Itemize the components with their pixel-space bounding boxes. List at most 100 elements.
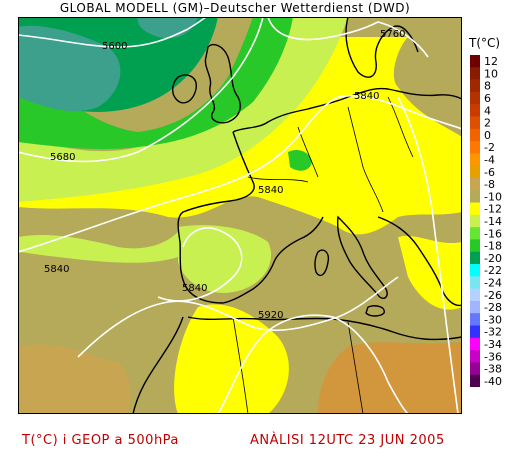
temperature-geopotential-map: 5600 5680 5760 5840 5840 5840 5840 5920 — [18, 17, 462, 414]
legend-tick-label: 4 — [484, 104, 491, 117]
legend-tick-label: -24 — [484, 276, 502, 289]
legend-swatches — [470, 55, 480, 387]
legend-tick-label: -20 — [484, 252, 502, 265]
border-morocco-algeria — [232, 316, 249, 414]
light-green-temperature-field — [18, 17, 348, 202]
coastline-great-britain — [204, 44, 241, 124]
legend-swatch — [470, 153, 480, 166]
contour-label: 5840 — [182, 283, 207, 294]
legend-tick-label: -32 — [484, 326, 502, 339]
legend-swatch — [470, 55, 480, 68]
legend-tick-label: -4 — [484, 154, 495, 167]
contour-label: 5760 — [380, 29, 405, 40]
legend-swatch — [470, 350, 480, 363]
legend-swatch — [470, 165, 480, 179]
yellow-temperature-field-south — [174, 304, 289, 414]
legend-tick-label: 6 — [484, 92, 491, 105]
legend-swatch — [470, 67, 480, 80]
legend-swatch — [470, 177, 480, 191]
legend-tick-label: -36 — [484, 350, 502, 363]
contour-line-5600 — [18, 17, 207, 48]
legend-tick-label: -30 — [484, 313, 502, 326]
contour-line-5920 — [217, 314, 409, 414]
legend-tick-label: -2 — [484, 141, 495, 154]
map-frame — [18, 17, 462, 414]
legend-swatch — [470, 141, 480, 154]
legend-swatch — [470, 239, 480, 253]
border-algeria-tunisia — [347, 321, 364, 414]
teal-cold-core — [18, 25, 121, 112]
coastline-italy — [336, 215, 388, 299]
contour-line-5840-iberia — [157, 227, 243, 302]
legend-swatch — [470, 128, 480, 142]
legend-swatch — [470, 300, 480, 314]
legend-tick-label: -34 — [484, 338, 502, 351]
legend-swatch — [470, 313, 480, 326]
legend-tick-label: -40 — [484, 375, 502, 387]
legend-swatch — [470, 251, 480, 265]
yellow-temperature-field-east — [398, 235, 462, 310]
coastline-iberia — [177, 131, 324, 304]
green-temperature-field-france — [288, 150, 312, 171]
legend-swatch — [470, 214, 480, 228]
border-france-spain — [247, 176, 309, 183]
legend-tick-labels: 121086420-2-4-6-8-10-12-14-16-18-20-22-2… — [484, 55, 502, 387]
legend-swatch — [470, 374, 480, 387]
contour-label: 5600 — [102, 41, 127, 52]
light-green-temperature-field-iberia — [178, 225, 272, 293]
map-title: GLOBAL MODELL (GM)–Deutscher Wetterdiens… — [59, 1, 411, 15]
legend-tick-label: -18 — [484, 240, 502, 253]
legend-tick-label: 0 — [484, 129, 491, 142]
legend-tick-label: -12 — [484, 203, 502, 216]
contour-line-5840-north — [18, 94, 462, 253]
legend-swatch — [470, 227, 480, 240]
geopotential-contours — [18, 17, 462, 414]
coastline-morocco — [132, 316, 184, 414]
coastline-sicily — [365, 305, 385, 317]
contour-label: 5920 — [258, 310, 283, 321]
border-central-europe — [347, 106, 384, 213]
legend-swatch — [470, 276, 480, 289]
legend-tick-label: -10 — [484, 190, 502, 203]
teal-cold-pool-north — [137, 17, 198, 39]
variable-caption: T(°C) i GEOP a 500hPa — [22, 433, 179, 448]
contour-line-5840-south — [77, 276, 399, 358]
legend-tick-label: -38 — [484, 363, 502, 376]
legend-swatch — [470, 325, 480, 339]
legend-tick-label: 12 — [484, 55, 498, 68]
country-borders — [232, 96, 414, 414]
contour-line-5680 — [18, 17, 264, 163]
legend-tick-label: -16 — [484, 227, 502, 240]
legend-swatch — [470, 202, 480, 216]
legend-swatch — [470, 337, 480, 351]
coastline-corsica-sardinia — [314, 249, 330, 277]
legend-swatch — [470, 91, 480, 105]
coastline-ireland — [171, 74, 197, 104]
border-eastern-europe — [387, 96, 414, 158]
legend-swatch — [470, 104, 480, 117]
legend-tick-label: -6 — [484, 166, 495, 179]
border-france-germany — [297, 126, 319, 178]
contour-label: 5840 — [258, 185, 283, 196]
legend-swatch — [470, 116, 480, 130]
legend-tick-label: -14 — [484, 215, 502, 228]
coastline-scandinavia — [345, 17, 419, 78]
legend-tick-label: 10 — [484, 67, 498, 80]
contour-label: 5840 — [354, 91, 379, 102]
contour-line-5760 — [267, 17, 429, 58]
contour-label: 5680 — [50, 152, 75, 163]
legend-tick-label: -22 — [484, 264, 502, 277]
legend-title: T(°C) — [469, 36, 501, 50]
coastline-northern-europe — [232, 87, 462, 133]
contour-label: 5840 — [44, 264, 69, 275]
legend-swatch — [470, 264, 480, 277]
legend-tick-label: -28 — [484, 301, 502, 314]
analysis-time-caption: ANÀLISI 12UTC 23 JUN 2005 — [250, 433, 445, 448]
contour-labels: 5600 5680 5760 5840 5840 5840 5840 5920 — [44, 29, 405, 321]
legend-tick-label: 8 — [484, 80, 491, 93]
tan-temperature-field-sw — [18, 344, 131, 414]
legend-swatch — [470, 362, 480, 376]
legend-tick-label: -26 — [484, 289, 502, 302]
temperature-legend: 121086420-2-4-6-8-10-12-14-16-18-20-22-2… — [470, 55, 502, 387]
legend-tick-label: 2 — [484, 117, 491, 130]
